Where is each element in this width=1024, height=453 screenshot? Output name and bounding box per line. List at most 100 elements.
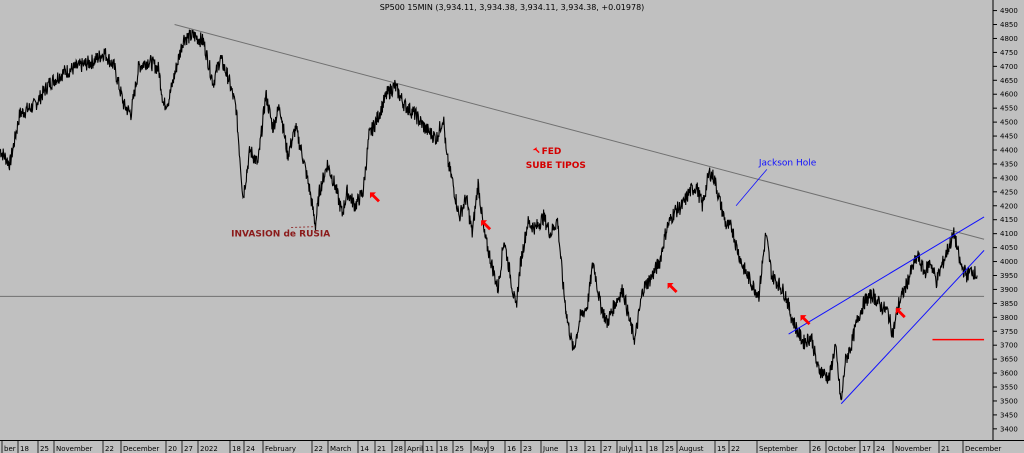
x-tick-label: 28 [394,445,403,453]
x-tick-label: May [473,445,487,453]
x-tick-label: 11 [634,445,643,453]
event-arrow-icon-3 [800,315,811,326]
x-tick-label: 25 [40,445,49,453]
y-tick-label: 4250 [1000,188,1018,196]
y-tick-label: 4900 [1000,7,1018,15]
y-tick-label: 4700 [1000,63,1018,71]
y-tick-label: 4000 [1000,258,1018,266]
y-tick-label: 4850 [1000,21,1018,29]
fed-arrow-icon [532,147,540,154]
y-tick-label: 4300 [1000,174,1018,182]
x-tick-label: 9 [490,445,494,453]
reference-line-0 [174,24,985,240]
x-tick-label: June [542,445,558,453]
x-tick-label: March [330,445,351,453]
x-tick-label: 2022 [200,445,218,453]
x-tick-label: 18 [20,445,29,453]
y-tick-label: 4400 [1000,147,1018,155]
y-tick-label: 3650 [1000,356,1018,364]
price-line-0 [0,29,978,401]
x-tick-label: 21 [377,445,386,453]
y-tick-label: 3600 [1000,370,1018,378]
x-tick-label: 14 [360,445,369,453]
x-tick-label: November [56,445,93,453]
annotation-pointer-0 [291,226,316,228]
x-tick-label: 16 [507,445,516,453]
y-tick-label: 4550 [1000,105,1018,113]
y-tick-label: 4450 [1000,133,1018,141]
y-tick-label: 3700 [1000,342,1018,350]
y-tick-label: 4100 [1000,230,1018,238]
x-tick-label: 13 [569,445,578,453]
annotation-pointer-3 [735,169,768,207]
x-tick-label: 25 [455,445,464,453]
y-tick-label: 4500 [1000,119,1018,127]
x-tick-label: 22 [314,445,323,453]
x-tick-label: 23 [523,445,532,453]
x-tick-label: 11 [425,445,434,453]
channel-line-1 [840,250,985,405]
x-tick-label: August [679,445,704,453]
y-tick-label: 3450 [1000,411,1018,419]
y-tick-label: 4150 [1000,216,1018,224]
annotations: INVASION de RUSIA FED SUBE TIPOS Jackson Ho… [231,147,817,239]
event-arrow-icon-0 [369,192,380,203]
y-tick-label: 4800 [1000,35,1018,43]
y-tick-label: 3900 [1000,286,1018,294]
x-tick-label: ber [4,445,16,453]
y-tick-label: 4750 [1000,49,1018,57]
x-tick-label: 18 [649,445,658,453]
x-tick-label: July [618,445,632,453]
y-tick-label: 4050 [1000,244,1018,252]
x-tick-label: 26 [812,445,821,453]
event-arrow-icon-4 [895,308,906,319]
annotation-2: SUBE TIPOS [526,161,586,171]
y-tick-label: 3550 [1000,384,1018,392]
x-tick-label: 27 [603,445,612,453]
x-tick-label: 22 [731,445,740,453]
y-tick-label: 3750 [1000,328,1018,336]
y-tick-label: 4200 [1000,202,1018,210]
x-tick-label: April [407,445,423,453]
x-tick-label: 15 [717,445,726,453]
channel-lines [788,216,985,405]
x-axis-band [0,440,1024,453]
y-tick-label: 3500 [1000,397,1018,405]
x-tick-label: September [759,445,798,453]
x-tick-label: 24 [246,445,255,453]
y-tick-label: 3400 [1000,425,1018,433]
x-tick-label: December [965,445,1001,453]
y-tick-label: 3850 [1000,300,1018,308]
x-tick-label: 27 [184,445,193,453]
channel-line-0 [788,216,985,335]
event-arrow-icon-2 [667,283,678,294]
y-tick-label: 4350 [1000,160,1018,168]
x-tick-label: 21 [587,445,596,453]
price-series [0,29,978,401]
annotation-3: Jackson Hole [758,158,817,168]
x-tick-label: 24 [876,445,885,453]
x-tick-label: 18 [439,445,448,453]
x-tick-label: 22 [105,445,114,453]
x-tick-label: February [265,445,296,453]
x-tick-label: 21 [941,445,950,453]
y-tick-label: 3800 [1000,314,1018,322]
x-tick-label: 20 [168,445,177,453]
y-axis: 3400 3450 3500 3550 3600 3650 3700 3750 3800 3850… [993,7,1018,433]
x-tick-label: 18 [232,445,241,453]
reference-lines [0,24,985,297]
x-tick-label: 25 [665,445,674,453]
x-axis: ber 18 25 November 22 December 20 27 2022 18 24 Feb… [1,440,1001,453]
annotation-1: FED [542,147,562,157]
x-tick-label: December [123,445,159,453]
x-tick-label: November [895,445,932,453]
x-tick-label: 17 [862,445,871,453]
y-tick-label: 4650 [1000,77,1018,85]
event-arrows [369,192,906,326]
y-tick-label: 3950 [1000,272,1018,280]
chart-title: SP500 15MIN (3,934.11, 3,934.38, 3,934.1… [380,3,645,12]
y-tick-label: 4600 [1000,91,1018,99]
annotation-0: INVASION de RUSIA [231,229,330,239]
x-tick-label: October [828,445,856,453]
